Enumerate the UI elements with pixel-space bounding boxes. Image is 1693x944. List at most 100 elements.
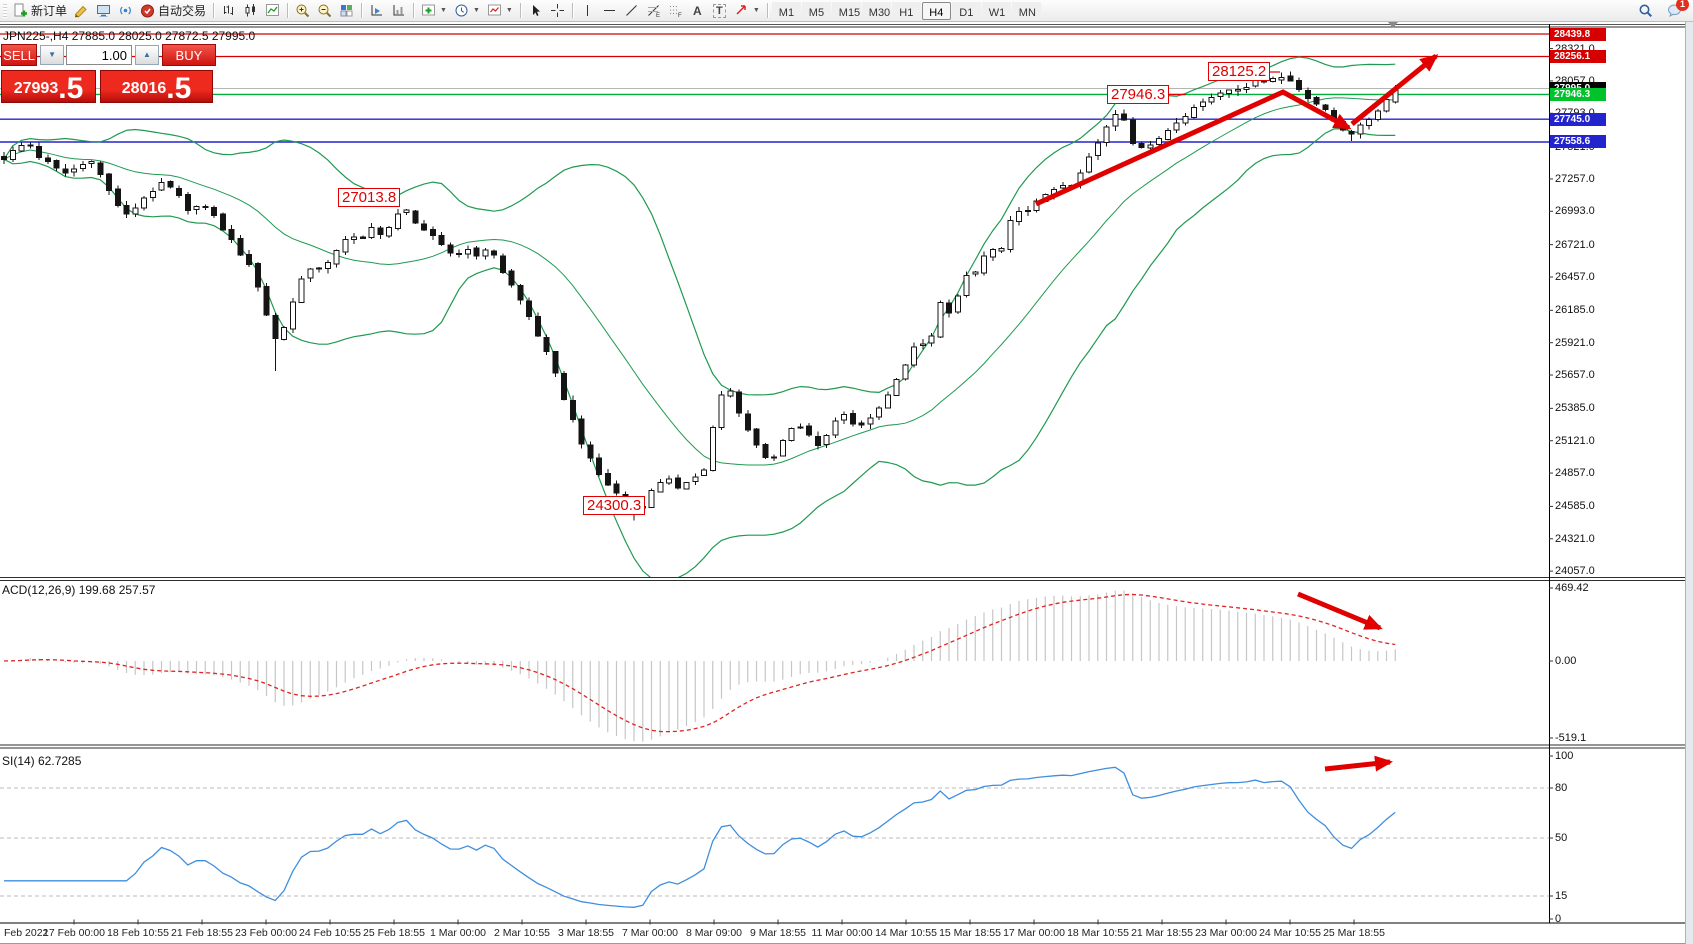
timeframe-m15-button[interactable]: M15 [831, 1, 861, 20]
fibonacci-lines-icon: F [669, 6, 682, 18]
label-tool-button[interactable]: T [709, 1, 730, 21]
strategy-tester-icon [393, 5, 405, 16]
svg-text:F: F [678, 13, 682, 18]
toolbar-separator [361, 3, 363, 18]
highlighter-icon [74, 5, 87, 18]
text-tool-button[interactable]: A [687, 1, 708, 21]
templates-button[interactable]: ▼ [484, 1, 516, 21]
toolbar-separator [213, 3, 215, 18]
label-tool-icon: T [712, 3, 726, 18]
templates-icon [487, 4, 501, 16]
data-window-icon [371, 5, 383, 16]
autotrading-label: 自动交易 [158, 4, 207, 18]
crosshair-icon [550, 4, 564, 17]
autotrading-icon [141, 4, 155, 18]
price-annotation-27946[interactable]: 27946.3 [1107, 85, 1170, 104]
line-chart-button[interactable] [262, 1, 283, 21]
terminal-button[interactable] [93, 1, 114, 21]
candlestick-chart-button[interactable] [240, 1, 261, 21]
arrow-tools-button[interactable]: ▼ [731, 1, 763, 21]
toolbar-separator [519, 3, 521, 18]
tile-windows-icon [340, 5, 353, 17]
notifications-button[interactable]: 1 [1664, 0, 1689, 21]
chevron-down-icon: ▼ [440, 7, 447, 14]
add-indicator-icon [422, 4, 436, 16]
strategy-tester-button[interactable] [388, 1, 409, 21]
vertical-line-icon [586, 5, 588, 16]
sell-price-display[interactable]: 27993 .5 [1, 70, 96, 105]
buy-price-main: 28016 [121, 80, 167, 97]
zoom-out-button[interactable] [314, 1, 335, 21]
arrow-tools-icon [736, 5, 746, 15]
price-annotation-24300[interactable]: 24300.3 [583, 496, 646, 515]
volume-increase-button[interactable]: ▲ [134, 45, 159, 65]
spin-down-icon: ▼ [48, 50, 57, 59]
horizontal-line-icon [603, 10, 615, 11]
toolbar-grip[interactable] [3, 3, 7, 18]
cursor-button[interactable] [525, 1, 546, 21]
zoom-in-icon [296, 4, 310, 18]
timeframe-m1-button[interactable]: M1 [771, 1, 801, 20]
add-indicator-button[interactable]: ▼ [418, 1, 450, 21]
periods-button[interactable]: ▼ [451, 1, 483, 21]
timeframe-h4-button[interactable]: H4 [921, 1, 951, 20]
toolbar-separator [766, 3, 768, 18]
timeframe-w1-button[interactable]: W1 [981, 1, 1011, 20]
toolbar-separator [287, 3, 289, 18]
chevron-down-icon: ▼ [752, 7, 760, 14]
search-button[interactable] [1635, 1, 1656, 21]
spin-up-icon: ▲ [142, 50, 151, 59]
buy-price-display[interactable]: 28016 .5 [100, 70, 213, 105]
toolbar-separator [571, 3, 573, 18]
bar-chart-icon [224, 5, 234, 15]
tile-windows-button[interactable] [336, 1, 357, 21]
volume-decrease-button[interactable]: ▼ [40, 45, 64, 65]
zoom-out-icon [318, 4, 332, 18]
timeframe-m5-button[interactable]: M5 [801, 1, 831, 20]
sell-price-frac: .5 [58, 72, 84, 105]
text-tool-icon: A [693, 3, 702, 18]
svg-text:E: E [656, 13, 660, 18]
trendline-button[interactable] [621, 1, 642, 21]
timeframe-d1-button[interactable]: D1 [951, 1, 981, 20]
new-order-label: 新订单 [31, 4, 68, 18]
new-order-button[interactable]: 新订单 [10, 1, 70, 21]
buy-button[interactable]: BUY [161, 44, 216, 66]
line-chart-icon [266, 4, 280, 16]
candlestick-chart-icon [245, 4, 256, 17]
data-window-button[interactable] [366, 1, 387, 21]
crosshair-button[interactable] [547, 1, 568, 21]
periods-clock-icon [455, 4, 468, 17]
bar-chart-button[interactable] [218, 1, 239, 21]
sell-button[interactable]: SELL [1, 44, 38, 66]
toolbar-separator [413, 3, 415, 18]
sell-price-main: 27993 [13, 80, 59, 97]
signals-icon [120, 6, 131, 15]
signals-button[interactable] [115, 1, 136, 21]
zoom-in-button[interactable] [292, 1, 313, 21]
chevron-down-icon: ▼ [472, 7, 480, 14]
buy-price-frac: .5 [166, 72, 192, 105]
timeframe-mn-button[interactable]: MN [1011, 1, 1041, 20]
timeframe-m30-button[interactable]: M30 [861, 1, 891, 20]
highlighter-button[interactable] [71, 1, 92, 21]
trendline-icon [625, 5, 637, 16]
toolbar: 新订单 自动交易 ▼ ▼ [0, 0, 1693, 22]
notification-badge: 1 [1676, 0, 1689, 11]
vertical-line-button[interactable] [577, 1, 598, 21]
volume-input[interactable] [65, 45, 132, 65]
autotrading-button[interactable]: 自动交易 [137, 1, 209, 21]
horizontal-line-button[interactable] [599, 1, 620, 21]
search-icon [1639, 4, 1653, 18]
cursor-icon [532, 5, 540, 16]
price-annotation-28125[interactable]: 28125.2 [1208, 62, 1271, 81]
one-click-trading-panel: SELL ▼ ▲ BUY 27993 .5 28016 .5 [1, 44, 216, 105]
fibonacci-lines-button[interactable]: F [665, 1, 686, 21]
price-annotation-27013[interactable]: 27013.8 [338, 188, 401, 207]
fibonacci-button[interactable]: E [643, 1, 664, 21]
timeframe-h1-button[interactable]: H1 [891, 1, 921, 20]
fibonacci-icon: E [647, 5, 660, 18]
window-edge-scrollbar[interactable] [1685, 22, 1693, 944]
terminal-icon [97, 5, 111, 17]
